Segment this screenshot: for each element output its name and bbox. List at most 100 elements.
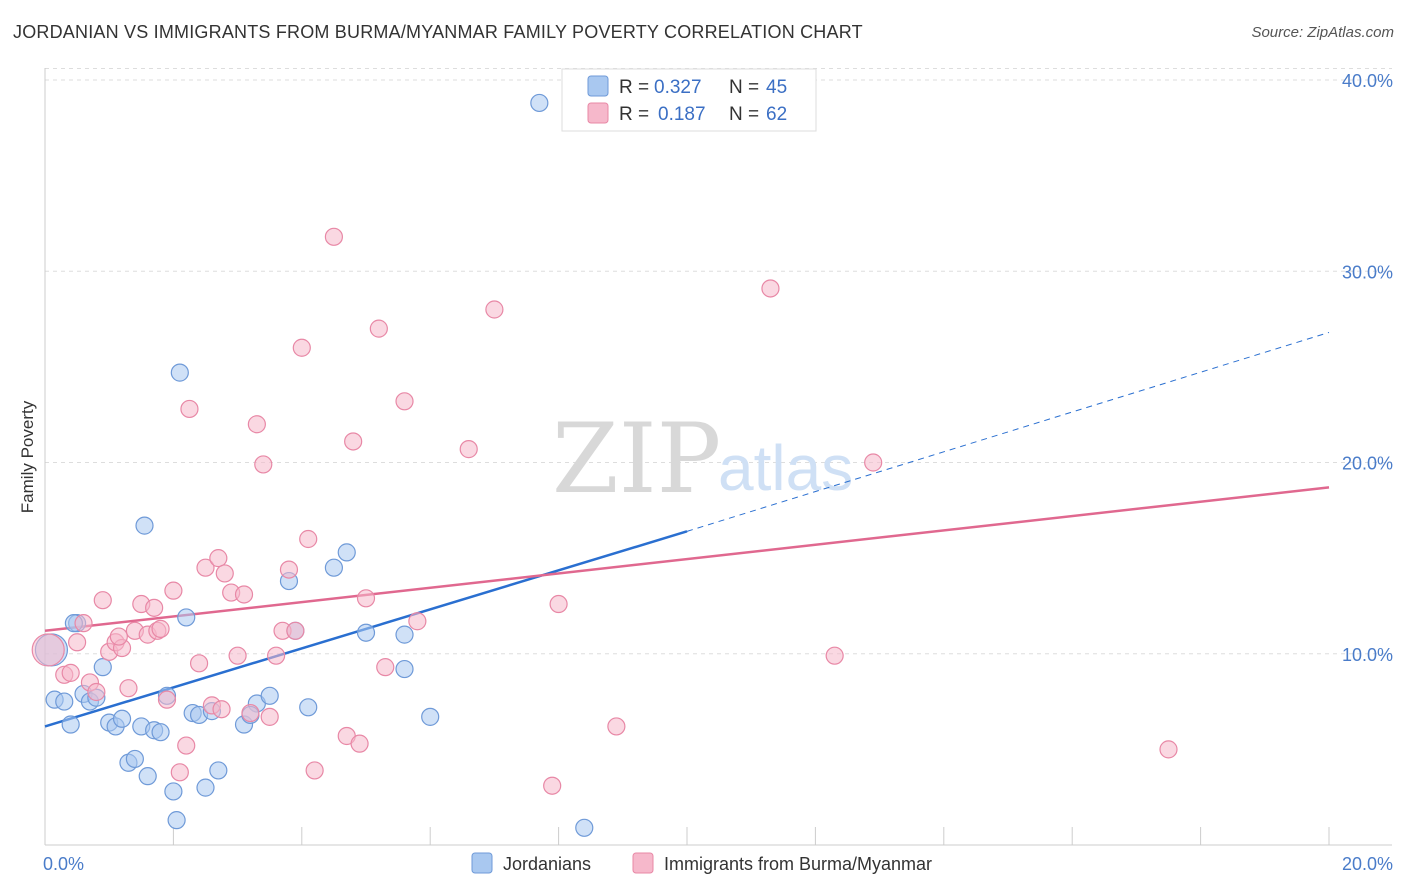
point-burma-39 [292, 338, 311, 357]
point-burma-44 [344, 432, 363, 451]
point-jordanians-13 [125, 749, 144, 769]
bottom-legend-jordanians: Jordanians [503, 854, 591, 874]
point-burma-27 [215, 564, 234, 583]
point-jordanians-38 [530, 93, 549, 113]
legend-r-label-1: R = [619, 104, 649, 125]
point-jordanians-32 [324, 558, 343, 577]
point-burma-31 [241, 703, 260, 723]
point-burma-51 [459, 440, 478, 459]
point-jordanians-28 [260, 686, 279, 705]
watermark-zip: ZIP [552, 403, 721, 515]
point-burma-49 [395, 392, 414, 411]
source-label: Source: ZipAtlas.com [1251, 24, 1394, 41]
point-burma-11 [119, 679, 138, 698]
point-burma-22 [180, 399, 199, 419]
point-burma-55 [607, 717, 626, 736]
point-burma-59 [1159, 740, 1178, 759]
point-burma-17 [151, 619, 170, 638]
point-burma-50 [408, 612, 427, 631]
point-burma-4 [74, 614, 93, 633]
point-burma-19 [164, 581, 183, 600]
point-jordanians-37 [421, 707, 440, 726]
point-burma-57 [825, 646, 844, 665]
point-jordanians-36 [395, 625, 414, 644]
data-points [31, 93, 1178, 837]
point-burma-26 [209, 549, 228, 568]
legend-swatch-jordanians [587, 75, 609, 97]
point-jordanians-40 [135, 516, 154, 535]
trend-line-burma [44, 486, 1330, 633]
point-jordanians-17 [151, 723, 170, 742]
point-burma-40 [299, 529, 318, 549]
point-burma-54 [549, 594, 568, 614]
legend-r-value-0: 0.327 [654, 77, 702, 98]
bottom-legend-swatch-jordanians [471, 852, 493, 874]
gridlines [45, 68, 1392, 655]
point-burma-18 [157, 690, 177, 709]
point-jordanians-35 [395, 659, 414, 679]
trend-line-jordanians-extrapolated [686, 331, 1330, 532]
point-burma-52 [485, 300, 504, 319]
point-jordanians-39 [575, 818, 594, 837]
top-legend: R = 0.327 N = 45 R = 0.187 N = 62 [561, 68, 817, 132]
point-jordanians-44 [167, 811, 186, 830]
legend-r-label-0: R = [619, 77, 649, 98]
point-jordanians-42 [196, 778, 215, 797]
legend-n-label-1: N = [729, 104, 759, 125]
point-burma-56 [761, 279, 780, 298]
point-burma-42 [324, 227, 343, 246]
legend-swatch-burma [587, 102, 609, 124]
point-jordanians-8 [93, 658, 112, 677]
axes [44, 68, 1392, 846]
point-burma-41 [305, 761, 324, 780]
point-burma-38 [286, 621, 305, 640]
point-jordanians-31 [299, 698, 318, 717]
point-burma-3 [67, 633, 87, 652]
point-burma-33 [254, 455, 273, 474]
y-tick-label-1: 20.0% [1342, 454, 1393, 474]
point-jordanians-21 [177, 608, 196, 627]
watermark-atlas: atlas [718, 432, 853, 504]
y-tick-label-0: 10.0% [1342, 645, 1393, 665]
point-burma-61 [212, 700, 231, 719]
point-burma-47 [369, 319, 388, 338]
point-burma-7 [93, 591, 112, 610]
point-burma-15 [145, 598, 164, 617]
point-burma-30 [234, 585, 254, 604]
point-burma-29 [228, 646, 247, 665]
point-burma-0 [31, 633, 65, 667]
point-burma-34 [260, 707, 279, 726]
point-burma-37 [279, 560, 299, 579]
y-tick-label-3: 40.0% [1342, 71, 1393, 91]
point-burma-45 [350, 734, 369, 753]
point-burma-35 [267, 646, 286, 665]
point-jordanians-25 [209, 761, 228, 780]
point-burma-48 [376, 658, 395, 677]
tick-labels: 10.0% 20.0% 30.0% 40.0% 0.0% 20.0% [43, 71, 1393, 874]
bottom-legend-swatch-burma [632, 852, 654, 874]
point-jordanians-33 [337, 543, 356, 562]
point-burma-20 [170, 763, 189, 782]
point-jordanians-19 [164, 782, 183, 801]
point-burma-23 [189, 654, 209, 673]
point-burma-6 [87, 682, 106, 702]
bottom-legend-burma: Immigrants from Burma/Myanmar [664, 854, 932, 874]
point-burma-2 [61, 663, 80, 682]
legend-n-label-0: N = [729, 77, 759, 98]
point-jordanians-15 [138, 767, 157, 786]
legend-n-value-0: 45 [766, 77, 787, 98]
point-jordanians-2 [55, 692, 74, 711]
point-jordanians-11 [112, 709, 132, 728]
point-burma-58 [864, 453, 883, 472]
point-burma-21 [177, 736, 196, 755]
trend-lines [44, 331, 1330, 728]
y-tick-label-2: 30.0% [1342, 262, 1393, 282]
point-jordanians-3 [61, 715, 80, 734]
y-axis-label: Family Poverty [18, 400, 37, 513]
point-burma-53 [543, 776, 562, 795]
watermark: ZIP atlas [552, 403, 853, 515]
point-jordanians-20 [170, 363, 189, 382]
point-jordanians-34 [356, 623, 376, 642]
point-burma-24 [196, 558, 215, 577]
